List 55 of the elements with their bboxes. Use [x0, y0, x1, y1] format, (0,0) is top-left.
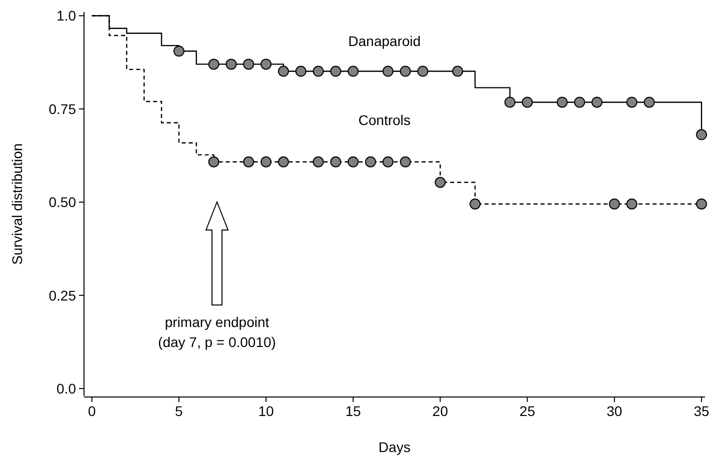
point — [417, 66, 428, 77]
x-tick-label: 0 — [88, 403, 96, 419]
point — [208, 58, 220, 70]
series-label: Danaparoid — [348, 33, 421, 50]
point — [400, 66, 411, 77]
point — [696, 129, 708, 140]
point — [226, 58, 237, 70]
text: Controls — [358, 112, 411, 128]
point — [243, 58, 254, 70]
point — [400, 156, 411, 168]
y-tick-label: 1.0 — [56, 8, 76, 24]
point — [295, 66, 306, 77]
point — [608, 198, 620, 210]
point — [330, 66, 342, 77]
point — [382, 66, 394, 77]
x-tick-label: 35 — [694, 403, 710, 419]
point — [644, 96, 655, 108]
annotation: primary endpoint (day 7, p = 0.0010) — [158, 314, 276, 350]
point — [504, 96, 516, 108]
x-tick-label: 10 — [258, 403, 274, 419]
point — [470, 198, 481, 210]
point — [434, 176, 446, 188]
point — [208, 156, 220, 168]
x-tick-label: 30 — [606, 403, 622, 419]
point — [312, 156, 324, 168]
point — [348, 66, 359, 77]
point — [574, 96, 586, 108]
point — [696, 198, 708, 210]
point — [556, 96, 568, 108]
point — [382, 156, 394, 168]
point — [260, 156, 272, 168]
x-axis-title: Days — [378, 439, 410, 455]
x-tick-label: 5 — [175, 403, 184, 419]
x-tick-label: 15 — [345, 403, 362, 419]
point — [626, 198, 638, 210]
y-tick-label: 0.0 — [56, 380, 76, 397]
point — [173, 46, 184, 57]
point — [330, 156, 342, 168]
point — [365, 156, 376, 168]
point — [260, 58, 272, 70]
point — [592, 96, 602, 108]
point — [278, 156, 289, 168]
point — [626, 96, 638, 108]
point — [312, 66, 324, 77]
point — [348, 156, 359, 168]
y-tick-label: 0.50 — [48, 194, 76, 210]
point — [522, 96, 533, 108]
y-tick-label: 0.25 — [48, 287, 76, 304]
point — [243, 156, 254, 168]
x-tick-label: 25 — [520, 403, 536, 419]
y-tick-label: 0.75 — [48, 100, 76, 117]
y-axis-title: Survival distribution — [9, 143, 25, 265]
point — [278, 66, 289, 77]
x-tick-label: 20 — [432, 403, 448, 419]
point — [452, 66, 464, 77]
